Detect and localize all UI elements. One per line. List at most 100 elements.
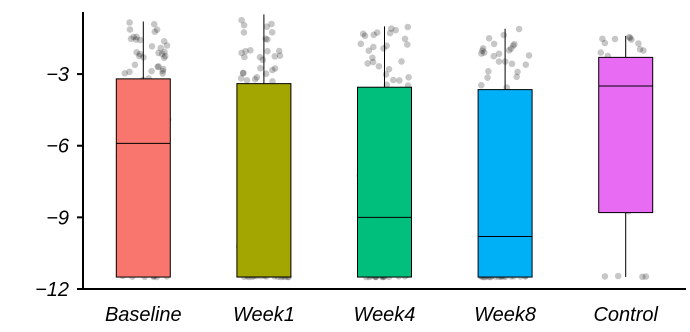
jitter-point-week8 <box>495 58 503 65</box>
jitter-point-week4 <box>364 60 372 67</box>
jitter-point-control <box>626 34 634 42</box>
jitter-point-week4 <box>383 81 391 89</box>
jitter-point-baseline <box>159 67 166 75</box>
jitter-point-week8 <box>490 40 498 48</box>
jitter-point-week4 <box>404 23 412 31</box>
jitter-point-baseline <box>155 49 162 57</box>
jitter-point-week1 <box>253 74 261 81</box>
jitter-point-week1 <box>239 69 247 77</box>
jitter-point-week1 <box>268 29 276 36</box>
jitter-point-control <box>635 40 642 47</box>
jitter-point-week4 <box>359 30 367 38</box>
jitter-point-baseline <box>133 49 140 56</box>
jitter-point-week4 <box>388 25 395 32</box>
jitter-point-week1 <box>263 23 271 31</box>
jitter-point-week1 <box>264 47 271 55</box>
jitter-point-week4 <box>398 58 405 65</box>
jitter-point-control <box>599 35 606 43</box>
jitter-point-week4 <box>405 74 412 81</box>
jitter-point-week1 <box>241 53 248 61</box>
jitter-point-week8 <box>515 25 523 33</box>
jitter-point-week8 <box>485 35 493 42</box>
jitter-point-week1 <box>243 77 251 84</box>
jitter-point-control <box>614 272 622 280</box>
jitter-point-control <box>639 273 646 281</box>
jitter-point-week1 <box>242 47 249 55</box>
jitter-point-week4 <box>401 35 409 43</box>
jitter-point-baseline <box>157 44 164 52</box>
jitter-point-baseline <box>151 28 159 35</box>
jitter-point-week4 <box>390 76 397 84</box>
jitter-point-week1 <box>251 76 259 83</box>
jitter-point-week8 <box>505 47 513 54</box>
jitter-point-baseline <box>161 48 168 56</box>
jitter-point-week8 <box>507 45 515 52</box>
jitter-point-baseline <box>130 33 137 41</box>
jitter-point-week4 <box>404 41 411 48</box>
jitter-point-baseline <box>155 63 162 70</box>
jitter-point-baseline <box>159 70 166 77</box>
jitter-point-baseline <box>137 36 144 44</box>
jitter-point-week4 <box>361 32 369 40</box>
jitter-point-baseline <box>163 42 171 49</box>
jitter-point-baseline <box>154 63 161 71</box>
jitter-point-week4 <box>396 77 403 84</box>
jitter-point-baseline <box>153 26 161 33</box>
jitter-point-week1 <box>247 47 254 54</box>
jitter-point-control <box>640 47 647 54</box>
jitter-point-week8 <box>478 50 485 57</box>
jitter-point-week4 <box>370 31 378 39</box>
x-tick-label-baseline: Baseline <box>105 304 182 326</box>
y-tick-label: −3 <box>46 64 69 86</box>
jitter-point-week4 <box>383 42 391 49</box>
jitter-point-baseline <box>159 65 167 73</box>
jitter-point-week8 <box>485 68 492 75</box>
jitter-point-baseline <box>161 52 169 60</box>
jitter-point-week1 <box>256 53 264 61</box>
jitter-point-week1 <box>237 75 245 82</box>
jitter-point-week4 <box>369 54 376 62</box>
jitter-point-week1 <box>240 21 248 29</box>
jitter-point-baseline <box>121 70 129 77</box>
jitter-point-baseline <box>127 35 135 43</box>
jitter-point-week4 <box>373 29 381 36</box>
jitter-point-baseline <box>126 68 133 76</box>
x-tick-label-week8: Week8 <box>474 304 536 326</box>
jitter-point-week8 <box>522 61 530 68</box>
jitter-point-baseline <box>126 26 134 33</box>
box-control <box>598 56 654 214</box>
y-tick-label: −6 <box>46 136 70 158</box>
jitter-point-control <box>601 39 609 47</box>
jitter-point-week4 <box>380 45 387 52</box>
jitter-point-baseline <box>148 67 155 75</box>
jitter-point-week4 <box>357 40 365 48</box>
jitter-point-baseline <box>132 36 140 43</box>
jitter-point-week4 <box>385 65 393 73</box>
jitter-point-week1 <box>276 52 284 59</box>
y-tick-label: −9 <box>46 207 69 229</box>
jitter-point-week1 <box>238 49 245 57</box>
jitter-point-week1 <box>259 56 267 64</box>
jitter-point-control <box>601 273 609 280</box>
jitter-point-week8 <box>479 45 487 52</box>
jitter-point-week1 <box>257 64 264 72</box>
jitter-point-week1 <box>271 53 279 60</box>
jitter-point-week4 <box>375 63 383 70</box>
jitter-point-week8 <box>490 52 498 60</box>
jitter-point-control <box>626 33 633 41</box>
jitter-point-week8 <box>479 47 486 54</box>
jitter-point-week1 <box>238 16 245 24</box>
box-baseline <box>115 78 171 278</box>
jitter-point-week8 <box>525 52 533 59</box>
jitter-point-baseline <box>131 61 139 69</box>
jitter-point-week1 <box>269 66 276 74</box>
jitter-point-baseline <box>148 43 156 50</box>
jitter-point-week1 <box>271 65 279 72</box>
jitter-point-week1 <box>240 29 248 36</box>
jitter-point-baseline <box>150 20 158 28</box>
boxes-layer <box>115 14 654 278</box>
jitter-point-week4 <box>370 43 377 51</box>
jitter-point-control <box>642 273 650 280</box>
jitter-point-week4 <box>365 47 373 54</box>
